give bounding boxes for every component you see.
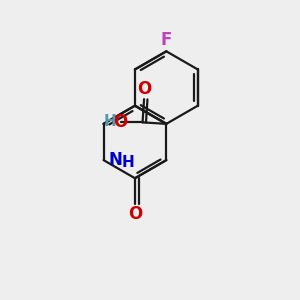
Text: O: O [137, 80, 151, 98]
Text: N: N [109, 151, 123, 169]
Text: O: O [113, 113, 128, 131]
Text: H: H [103, 114, 116, 129]
Text: O: O [128, 206, 142, 224]
Text: H: H [122, 155, 134, 170]
Text: F: F [161, 31, 172, 49]
